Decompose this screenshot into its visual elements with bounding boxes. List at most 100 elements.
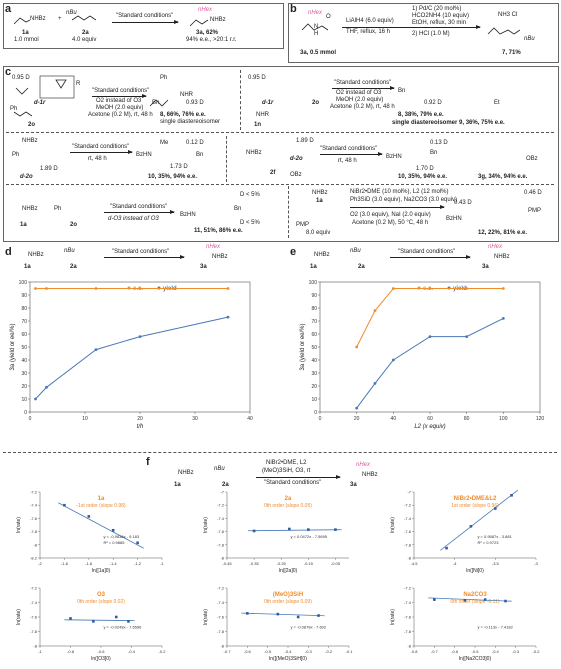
y-tick-label: -7.2	[404, 503, 412, 508]
data-point	[317, 614, 320, 617]
c1-d: 0.95 D	[12, 75, 30, 81]
b-arrow	[342, 25, 481, 29]
fit-equation: y = -0.0878x - 7.602	[290, 625, 326, 630]
chart-f6: -8 -7.8 -7.6 -7.4 -7.2 -0.8 -0.7 -0.6 -0.5 -0.4 -0…	[390, 586, 541, 663]
data-point-ee	[391, 287, 395, 290]
f-cond: "Standard conditions"	[264, 480, 322, 486]
y-tick-label: 20	[21, 384, 27, 390]
y-tick-label: -7.8	[404, 542, 412, 547]
e-r1: NHBz	[314, 252, 330, 258]
panel-a-box	[3, 3, 284, 49]
data-point-ee	[45, 287, 48, 290]
b-p-salt: NH3 Cl	[498, 12, 518, 18]
data-point-yield	[373, 382, 377, 385]
y-axis-label: ln(rate)	[16, 517, 22, 533]
b-p-id: 7, 71%	[502, 50, 521, 56]
y-tick-label: -7.6	[404, 615, 412, 620]
kinetic-subtitle: -1st order (slope 0.98)	[76, 503, 126, 509]
data-point	[92, 620, 95, 623]
x-tick-label: 40	[247, 416, 253, 422]
f-r1: NHBz	[178, 470, 194, 476]
c5-2o: 2o	[70, 222, 78, 228]
c3-arrow	[70, 150, 133, 154]
x-tick-label: -0.2	[533, 649, 541, 654]
y-axis-label: 3a (yield or ee/%)	[10, 323, 16, 370]
f-r1-id: 1a	[174, 482, 181, 488]
y-tick-label: 0	[314, 410, 317, 416]
f-p: nHex	[356, 462, 371, 468]
data-point-yield	[465, 335, 469, 338]
c-divider-v3	[288, 186, 289, 238]
panel-label-c: c	[5, 66, 12, 78]
c4-d: 1.89 D	[296, 138, 314, 144]
x-axis-label: ln([Na2CO3]0)	[459, 656, 492, 662]
data-point	[433, 598, 436, 601]
b-sm-bond	[301, 23, 329, 31]
fit-equation: y = 0.0472x - 7.5695	[290, 534, 327, 539]
a-arrow	[112, 20, 179, 24]
x-tick-label: -0.7	[431, 649, 439, 654]
f-c2: (MeO)3SiH, O3, rt	[262, 468, 311, 474]
a-cond: "Standard conditions"	[116, 13, 174, 19]
c5-bz: BzHN	[180, 212, 196, 218]
data-point	[494, 507, 497, 510]
c2-nhr: NHR	[256, 112, 269, 118]
c1-arrow	[92, 94, 147, 98]
x-tick-label: -1	[160, 561, 164, 566]
c4-arrow	[320, 152, 383, 156]
c2-id2: 1n	[254, 122, 262, 128]
x-tick-label: -0.7	[224, 649, 232, 654]
x-tick-label: 0	[29, 416, 32, 422]
data-point-ee	[226, 287, 230, 290]
y-tick-label: -7.6	[30, 615, 38, 620]
c2-o2: O2 instead of O3	[336, 90, 382, 96]
chart-e: 0 10 20 30 40 50 60 70 80 90 100 0 20 40 60 80 100 120 L2 …	[300, 280, 545, 430]
d-p: nHex	[206, 244, 221, 250]
x-tick-label: -0.4	[128, 649, 136, 654]
y-tick-label: 10	[21, 397, 27, 403]
y-tick-label: -7.2	[217, 586, 225, 591]
kinetic-title: O3	[97, 592, 106, 598]
c2-meoh: MeOH (2.0 equiv)	[336, 97, 384, 103]
c5-prod: 11, 51%, 86% e.e.	[194, 228, 243, 234]
c3-rt: rt, 48 h	[88, 156, 107, 162]
c-divider-h2	[6, 184, 554, 185]
divider-de-f	[3, 452, 557, 453]
c1-ph: Ph	[10, 106, 18, 112]
y-tick-label: -7.8	[30, 529, 38, 534]
x-tick-label: 120	[536, 416, 545, 422]
kinetic-title: NiBr2•DME&L2	[454, 496, 497, 502]
c6-prod: 12, 22%, 81% e.e.	[478, 230, 528, 236]
data-point	[87, 515, 91, 518]
kinetic-subtitle: 0th order (slope 0.09)	[264, 599, 312, 605]
x-tick-label: 80	[464, 416, 470, 422]
d-p-nh: NHBz	[212, 254, 228, 260]
c6-eq: 8.0 equiv	[306, 230, 331, 236]
scheme-b-structures	[301, 23, 521, 35]
data-point-ee	[428, 287, 432, 290]
c4-2f: 2f	[270, 170, 276, 176]
fit-line	[64, 619, 135, 622]
x-tick-label: -1.4	[110, 561, 118, 566]
data-point-ee	[138, 287, 142, 290]
y-tick-label: -7.2	[404, 586, 412, 591]
c2-id1: d-1r	[262, 100, 274, 106]
d-p-id: 3a	[200, 264, 207, 270]
y-tick-label: -7.4	[217, 516, 225, 521]
fit-equation: y = 0.9587x - 3.881	[477, 534, 512, 539]
y-tick-label: -7.6	[404, 529, 412, 534]
kinetic-title: 1a	[98, 496, 105, 502]
b-p-bond	[487, 27, 521, 35]
y-tick-label: -8	[33, 644, 37, 649]
c5-cond: "Standard conditions"	[110, 204, 168, 210]
chart-f4: -8 -7.8 -7.6 -7.4 -7.2 -1 -0.8 -0.6 -0.4 -0.2 ln([…	[16, 586, 166, 663]
c6-pmp: PMP	[296, 222, 310, 228]
y-tick-label: 70	[21, 319, 27, 325]
y-tick-label: -7.2	[217, 503, 225, 508]
e-r2: nBu	[350, 248, 361, 254]
data-point-yield	[34, 397, 37, 401]
x-tick-label: -1.2	[134, 561, 142, 566]
y-axis-label: 3a (yield or ee/%)	[300, 323, 306, 370]
y-tick-label: 0	[24, 410, 27, 416]
c2-2o: 2o	[312, 100, 320, 106]
